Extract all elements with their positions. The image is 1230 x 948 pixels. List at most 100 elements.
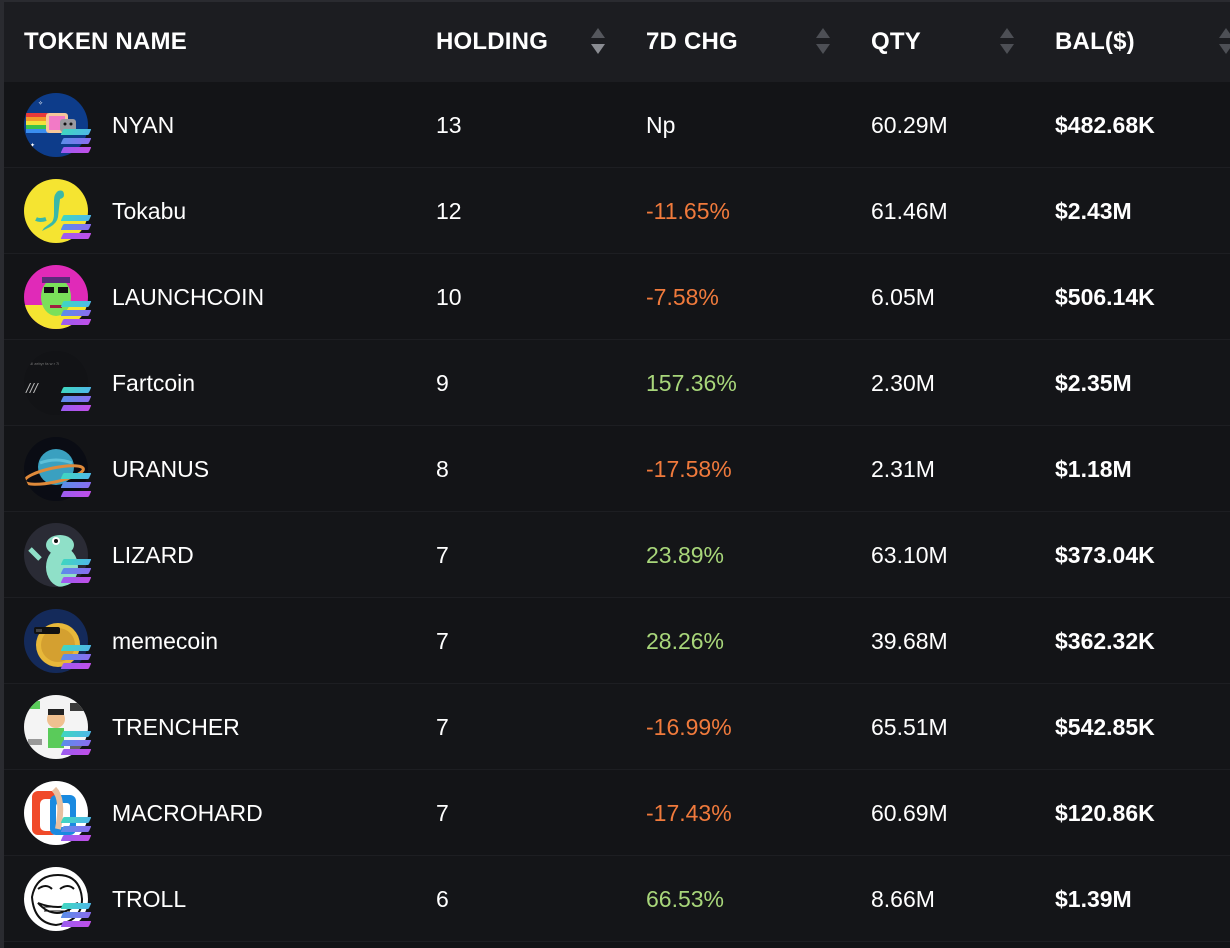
table-row[interactable]: TROLL 6 66.53% 8.66M $1.39M xyxy=(4,856,1230,942)
token-name[interactable]: NYAN xyxy=(112,111,175,138)
solana-icon xyxy=(60,473,92,499)
token-avatar: dl zebyr fa w r 7l /// xyxy=(24,351,94,417)
table-row[interactable]: memecoin 7 28.26% 39.68M $362.32K xyxy=(4,598,1230,684)
token-name[interactable]: LIZARD xyxy=(112,541,194,568)
trencher-icon xyxy=(24,695,88,759)
solana-icon xyxy=(60,731,92,757)
lizard-icon xyxy=(24,523,88,587)
seven-day-change: Np xyxy=(646,111,676,138)
seven-day-change: -7.58% xyxy=(646,283,719,310)
table-header: TOKEN NAME HOLDING 7D CHG QTY BAL($) xyxy=(4,2,1230,82)
token-avatar xyxy=(24,867,94,933)
solana-icon xyxy=(60,903,92,929)
seven-day-change: 66.53% xyxy=(646,885,725,912)
sort-holding-icon[interactable] xyxy=(590,26,606,60)
token-name[interactable]: MACROHARD xyxy=(112,799,263,826)
column-header-holding[interactable]: HOLDING xyxy=(436,28,549,55)
table-row[interactable]: TRENCHER 7 -16.99% 65.51M $542.85K xyxy=(4,684,1230,770)
token-name[interactable]: Tokabu xyxy=(112,197,187,224)
token-name[interactable]: LAUNCHCOIN xyxy=(112,283,265,310)
holding-count: 9 xyxy=(436,369,449,396)
solana-icon xyxy=(60,559,92,585)
token-avatar xyxy=(24,609,94,675)
solana-icon xyxy=(60,817,92,843)
svg-text:dl zebyr fa w r 7l: dl zebyr fa w r 7l xyxy=(30,361,59,366)
token-avatar xyxy=(24,695,94,761)
balance-usd: $373.04K xyxy=(1055,541,1155,568)
seven-day-change: 157.36% xyxy=(646,369,737,396)
sort-bal-icon[interactable] xyxy=(1218,26,1230,60)
table-row[interactable]: Tokabu 12 -11.65% 61.46M $2.43M xyxy=(4,168,1230,254)
quantity: 63.10M xyxy=(871,541,948,568)
column-header-token-name: TOKEN NAME xyxy=(24,28,187,55)
holding-count: 12 xyxy=(436,197,462,224)
token-avatar xyxy=(24,179,94,245)
table-body: ✧ ✦ NYAN 13 Np 60.29M $482.68K Tokabu 12 … xyxy=(4,82,1230,942)
quantity: 2.30M xyxy=(871,369,935,396)
table-row[interactable]: dl zebyr fa w r 7l /// Fartcoin 9 157.36%… xyxy=(4,340,1230,426)
quantity: 8.66M xyxy=(871,885,935,912)
solana-icon xyxy=(60,215,92,241)
balance-usd: $120.86K xyxy=(1055,799,1155,826)
sort-qty-icon[interactable] xyxy=(999,26,1015,60)
table-row[interactable]: MACROHARD 7 -17.43% 60.69M $120.86K xyxy=(4,770,1230,856)
quantity: 61.46M xyxy=(871,197,948,224)
fartcoin-icon: dl zebyr fa w r 7l /// xyxy=(24,351,88,415)
macrohard-icon xyxy=(24,781,88,845)
table-row[interactable]: ✧ ✦ NYAN 13 Np 60.29M $482.68K xyxy=(4,82,1230,168)
balance-usd: $2.35M xyxy=(1055,369,1132,396)
quantity: 2.31M xyxy=(871,455,935,482)
holding-count: 10 xyxy=(436,283,462,310)
balance-usd: $482.68K xyxy=(1055,111,1155,138)
quantity: 65.51M xyxy=(871,713,948,740)
sort-7d-chg-icon[interactable] xyxy=(815,26,831,60)
holding-count: 6 xyxy=(436,885,449,912)
token-avatar xyxy=(24,265,94,331)
balance-usd: $1.39M xyxy=(1055,885,1132,912)
token-avatar xyxy=(24,437,94,503)
table-row[interactable]: LIZARD 7 23.89% 63.10M $373.04K xyxy=(4,512,1230,598)
holding-count: 7 xyxy=(436,799,449,826)
balance-usd: $506.14K xyxy=(1055,283,1155,310)
svg-text:///: /// xyxy=(25,380,40,396)
solana-icon xyxy=(60,129,92,155)
solana-icon xyxy=(60,301,92,327)
table-row[interactable]: LAUNCHCOIN 10 -7.58% 6.05M $506.14K xyxy=(4,254,1230,340)
seven-day-change: -11.65% xyxy=(646,197,730,224)
balance-usd: $1.18M xyxy=(1055,455,1132,482)
seven-day-change: -16.99% xyxy=(646,713,732,740)
token-avatar: ✧ ✦ xyxy=(24,93,94,159)
quantity: 6.05M xyxy=(871,283,935,310)
svg-text:✧: ✧ xyxy=(38,100,43,107)
token-avatar xyxy=(24,781,94,847)
svg-text:✦: ✦ xyxy=(30,142,35,149)
balance-usd: $362.32K xyxy=(1055,627,1155,654)
holding-count: 7 xyxy=(436,627,449,654)
holding-count: 7 xyxy=(436,541,449,568)
token-name[interactable]: TRENCHER xyxy=(112,713,240,740)
token-avatar xyxy=(24,523,94,589)
tokabu-icon xyxy=(24,179,88,243)
balance-usd: $2.43M xyxy=(1055,197,1132,224)
holding-count: 13 xyxy=(436,111,462,138)
token-name[interactable]: TROLL xyxy=(112,885,187,912)
token-name[interactable]: memecoin xyxy=(112,627,219,654)
balance-usd: $542.85K xyxy=(1055,713,1155,740)
quantity: 60.69M xyxy=(871,799,948,826)
solana-icon xyxy=(60,645,92,671)
solana-icon xyxy=(60,387,92,413)
seven-day-change: -17.43% xyxy=(646,799,732,826)
column-header-bal[interactable]: BAL($) xyxy=(1055,28,1135,55)
column-header-7d-chg[interactable]: 7D CHG xyxy=(646,28,738,55)
nyan-cat-icon: ✧ ✦ xyxy=(24,93,88,157)
quantity: 60.29M xyxy=(871,111,948,138)
holding-count: 8 xyxy=(436,455,449,482)
seven-day-change: 23.89% xyxy=(646,541,725,568)
holding-count: 7 xyxy=(436,713,449,740)
token-name[interactable]: Fartcoin xyxy=(112,369,196,396)
table-row[interactable]: URANUS 8 -17.58% 2.31M $1.18M xyxy=(4,426,1230,512)
column-header-qty[interactable]: QTY xyxy=(871,28,921,55)
token-name[interactable]: URANUS xyxy=(112,455,210,482)
seven-day-change: 28.26% xyxy=(646,627,725,654)
